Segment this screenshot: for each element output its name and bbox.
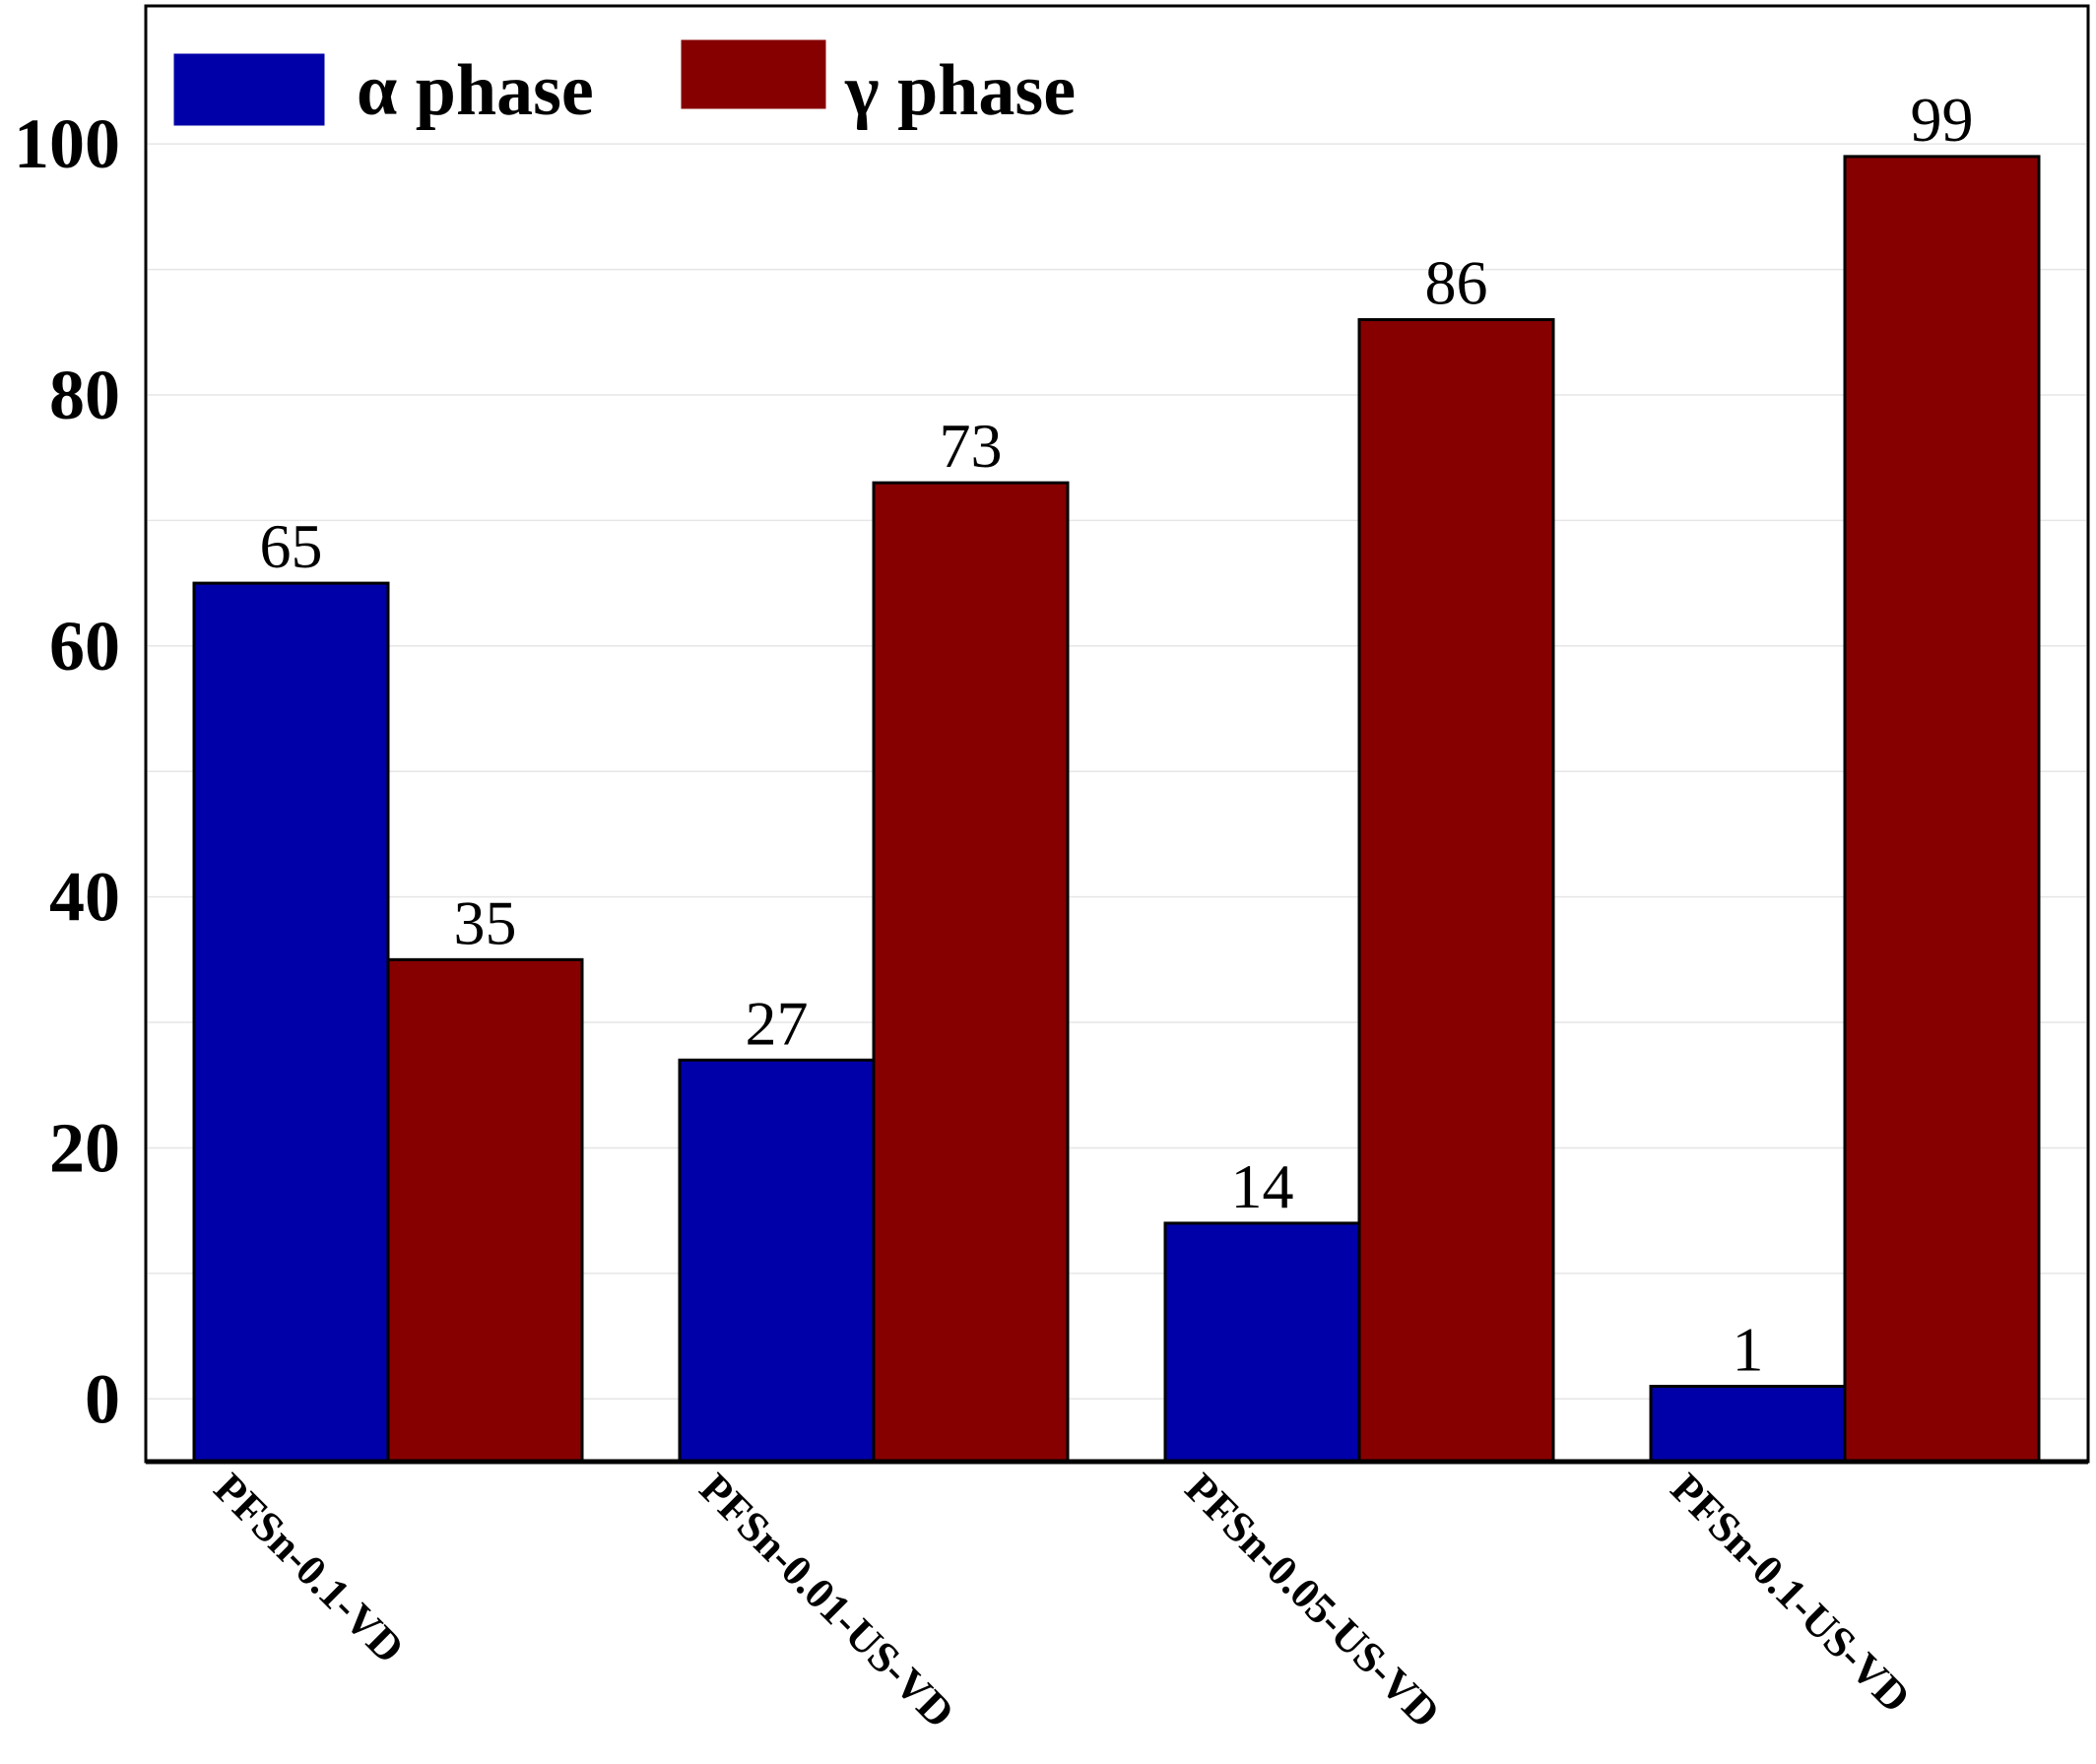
legend-label-gamma: γ phase: [844, 50, 1076, 131]
bar-alpha-4: [1649, 1385, 1847, 1464]
data-label-alpha-3: 14: [1231, 1151, 1294, 1221]
y-tick-label: 100: [14, 104, 120, 183]
data-labels-layer: 65 35 27 73 14 86 1 99: [260, 85, 1974, 1385]
bar-alpha-1: [192, 581, 390, 1464]
data-label-gamma-3: 86: [1425, 248, 1488, 318]
legend-label-alpha: α phase: [357, 50, 594, 131]
y-tick-label: 20: [49, 1108, 120, 1187]
x-axis-categories: PFSn-0.1-VD PFSn-0.01-US-VD PFSn-0.05-US-V…: [205, 1464, 1920, 1737]
y-tick-label: 40: [49, 858, 120, 937]
x-category-label-2: PFSn-0.01-US-VD: [690, 1464, 964, 1737]
bar-gamma-2: [872, 481, 1070, 1464]
bar-gamma-4: [1843, 155, 2041, 1464]
x-category-label-4: PFSn-0.1-US-VD: [1662, 1464, 1920, 1722]
bar-gamma-3: [1357, 318, 1555, 1464]
legend-swatch-alpha: [173, 53, 325, 126]
legend-swatch-gamma: [681, 39, 826, 109]
data-label-alpha-2: 27: [746, 988, 809, 1058]
bar-alpha-3: [1163, 1221, 1361, 1464]
data-label-alpha-4: 1: [1733, 1315, 1764, 1385]
y-axis-ticks: 0 20 40 60 80 100: [14, 104, 120, 1438]
legend: α phase γ phase: [173, 39, 1076, 131]
y-tick-label: 80: [49, 356, 120, 434]
data-label-gamma-2: 73: [940, 411, 1003, 481]
x-category-label-3: PFSn-0.05-US-VD: [1176, 1464, 1450, 1737]
y-tick-label: 0: [85, 1359, 120, 1438]
y-tick-label: 60: [49, 607, 120, 686]
bars-layer: [192, 155, 2041, 1464]
bar-gamma-1: [386, 957, 584, 1464]
x-category-label-1: PFSn-0.1-VD: [205, 1464, 414, 1672]
data-label-gamma-4: 99: [1911, 85, 1974, 155]
data-label-gamma-1: 35: [454, 887, 517, 957]
bar-alpha-2: [678, 1058, 876, 1464]
data-label-alpha-1: 65: [260, 511, 323, 581]
